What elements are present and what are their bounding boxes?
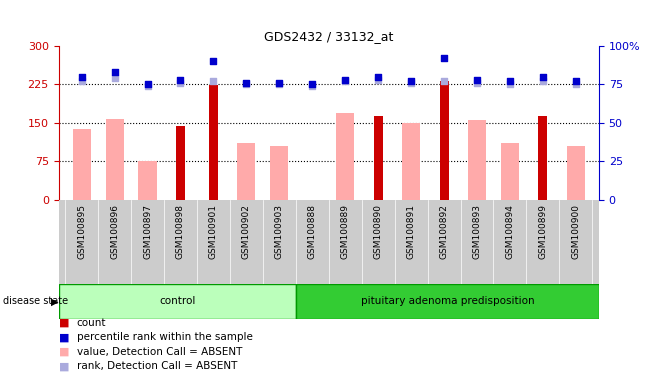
Point (406, 78, 417, 84)
Bar (538, 116, 547, 200)
Point (76, 74, 87, 80)
Point (274, 81, 284, 88)
Point (538, 74, 548, 80)
Bar (374, 116, 383, 200)
Text: GSM100902: GSM100902 (242, 204, 251, 259)
Point (505, 78, 515, 84)
Point (571, 78, 581, 84)
Text: value, Detection Call = ABSENT: value, Detection Call = ABSENT (77, 347, 242, 357)
Bar (402, 123, 420, 200)
Text: GSM100890: GSM100890 (374, 204, 383, 259)
Text: GSM100898: GSM100898 (176, 204, 185, 259)
Text: disease state: disease state (3, 296, 68, 306)
Bar (238, 143, 255, 200)
Bar (439, 81, 449, 200)
Point (208, 78, 219, 84)
Bar (501, 143, 519, 200)
Text: ■: ■ (59, 318, 69, 328)
Text: percentile rank within the sample: percentile rank within the sample (77, 332, 253, 342)
Text: ■: ■ (59, 347, 69, 357)
Text: ■: ■ (59, 332, 69, 342)
Text: pituitary adenoma predisposition: pituitary adenoma predisposition (361, 296, 534, 306)
Bar (59, 284, 296, 319)
Point (538, 78, 548, 84)
Point (109, 69, 120, 75)
Text: GSM100899: GSM100899 (538, 204, 547, 259)
Point (307, 81, 318, 88)
Point (241, 81, 251, 88)
Point (109, 75, 120, 81)
Text: rank, Detection Call = ABSENT: rank, Detection Call = ABSENT (77, 361, 237, 371)
Text: GSM100893: GSM100893 (473, 204, 482, 259)
Point (307, 83, 318, 89)
Text: control: control (159, 296, 195, 306)
Text: GSM100889: GSM100889 (340, 204, 350, 259)
Text: GSM100897: GSM100897 (143, 204, 152, 259)
Point (241, 80, 251, 86)
Point (175, 80, 186, 86)
Point (439, 78, 449, 84)
Point (472, 77, 482, 83)
Point (274, 80, 284, 86)
Bar (73, 129, 90, 200)
Point (406, 80, 417, 86)
Point (505, 81, 515, 88)
Point (143, 81, 153, 88)
Text: count: count (77, 318, 106, 328)
Bar (567, 146, 585, 200)
Point (472, 80, 482, 86)
Bar (296, 284, 599, 319)
Bar (270, 146, 288, 200)
Bar (468, 120, 486, 200)
Title: GDS2432 / 33132_at: GDS2432 / 33132_at (264, 30, 393, 43)
Text: ▶: ▶ (51, 296, 59, 306)
Bar (105, 119, 124, 200)
Point (439, 55, 449, 61)
Bar (336, 113, 354, 200)
Point (175, 77, 186, 83)
Bar (139, 161, 157, 200)
Point (76, 78, 87, 84)
Bar (209, 85, 218, 200)
Point (373, 74, 383, 80)
Text: GSM100894: GSM100894 (505, 204, 514, 259)
Text: GSM100900: GSM100900 (572, 204, 580, 259)
Text: GSM100888: GSM100888 (308, 204, 317, 259)
Text: GSM100896: GSM100896 (110, 204, 119, 259)
Point (373, 77, 383, 83)
Text: GSM100895: GSM100895 (77, 204, 86, 259)
Point (340, 78, 350, 84)
Text: GSM100891: GSM100891 (407, 204, 415, 259)
Point (340, 77, 350, 83)
Text: GSM100903: GSM100903 (275, 204, 284, 259)
Text: ■: ■ (59, 361, 69, 371)
Text: GSM100901: GSM100901 (209, 204, 218, 259)
Point (208, 58, 219, 65)
Point (571, 81, 581, 88)
Point (143, 83, 153, 89)
Text: GSM100892: GSM100892 (439, 204, 449, 259)
Bar (176, 126, 185, 200)
